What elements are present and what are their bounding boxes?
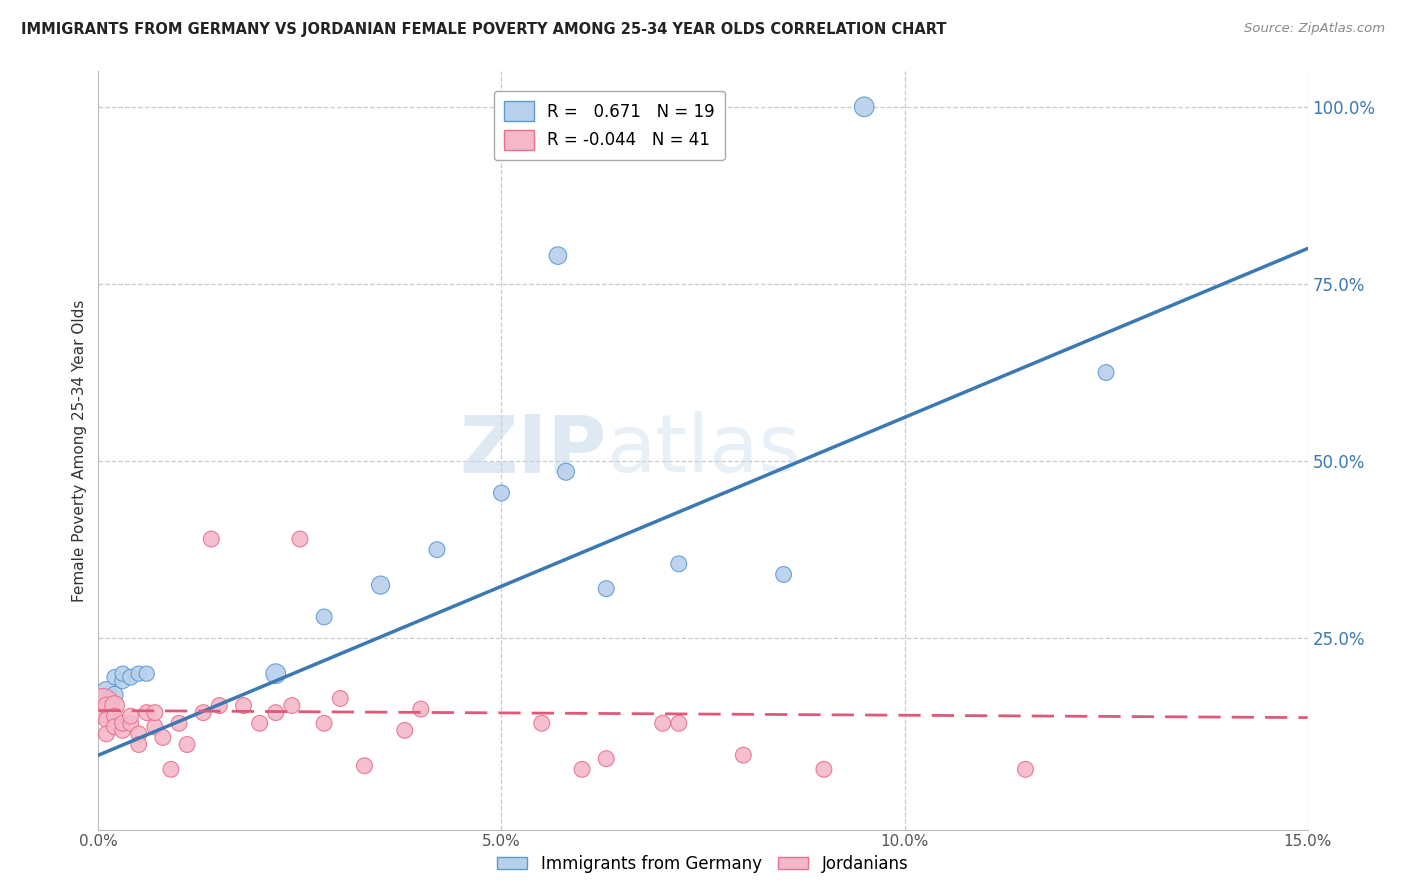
Point [103, 698, 125, 713]
Point [103, 720, 125, 734]
Point [96, 713, 118, 727]
Point [103, 709, 125, 723]
Point [409, 702, 432, 716]
Point [143, 720, 166, 734]
Point [595, 752, 617, 766]
Point [96, 698, 118, 713]
Point [547, 249, 569, 263]
Point [314, 716, 336, 731]
Point [668, 716, 690, 731]
Point [571, 762, 593, 776]
Point [176, 738, 198, 752]
Text: atlas: atlas [606, 411, 800, 490]
Point [91, 698, 114, 713]
Point [264, 706, 287, 720]
Point [264, 666, 287, 681]
Point [111, 666, 134, 681]
Point [135, 706, 157, 720]
Point [555, 465, 578, 479]
Text: ZIP: ZIP [458, 411, 606, 490]
Point [167, 716, 190, 731]
Point [394, 723, 416, 738]
Point [143, 706, 166, 720]
Point [200, 532, 222, 546]
Point [111, 723, 134, 738]
Point [208, 698, 231, 713]
Point [135, 666, 157, 681]
Point [96, 698, 118, 713]
Point [120, 670, 142, 684]
Legend: R =   0.671   N = 19, R = -0.044   N = 41: R = 0.671 N = 19, R = -0.044 N = 41 [494, 91, 724, 160]
Point [1014, 762, 1036, 776]
Point [128, 666, 150, 681]
Point [111, 716, 134, 731]
Point [491, 486, 513, 500]
Point [96, 727, 118, 741]
Point [772, 567, 794, 582]
Point [96, 684, 118, 698]
Point [193, 706, 215, 720]
Point [530, 716, 553, 731]
Point [595, 582, 617, 596]
Point [353, 759, 375, 773]
Point [152, 731, 174, 745]
Point [103, 670, 125, 684]
Point [853, 100, 876, 114]
Point [111, 673, 134, 688]
Point [426, 542, 449, 557]
Legend: Immigrants from Germany, Jordanians: Immigrants from Germany, Jordanians [491, 848, 915, 880]
Point [1095, 366, 1118, 380]
Text: IMMIGRANTS FROM GERMANY VS JORDANIAN FEMALE POVERTY AMONG 25-34 YEAR OLDS CORREL: IMMIGRANTS FROM GERMANY VS JORDANIAN FEM… [21, 22, 946, 37]
Point [281, 698, 304, 713]
Point [668, 557, 690, 571]
Point [103, 688, 125, 702]
Point [249, 716, 271, 731]
Y-axis label: Female Poverty Among 25-34 Year Olds: Female Poverty Among 25-34 Year Olds [72, 300, 87, 601]
Point [370, 578, 392, 592]
Point [120, 709, 142, 723]
Point [733, 748, 755, 763]
Point [120, 716, 142, 731]
Point [651, 716, 673, 731]
Point [329, 691, 352, 706]
Point [232, 698, 254, 713]
Point [813, 762, 835, 776]
Point [128, 738, 150, 752]
Point [314, 610, 336, 624]
Point [128, 727, 150, 741]
Text: Source: ZipAtlas.com: Source: ZipAtlas.com [1244, 22, 1385, 36]
Point [288, 532, 311, 546]
Point [160, 762, 183, 776]
